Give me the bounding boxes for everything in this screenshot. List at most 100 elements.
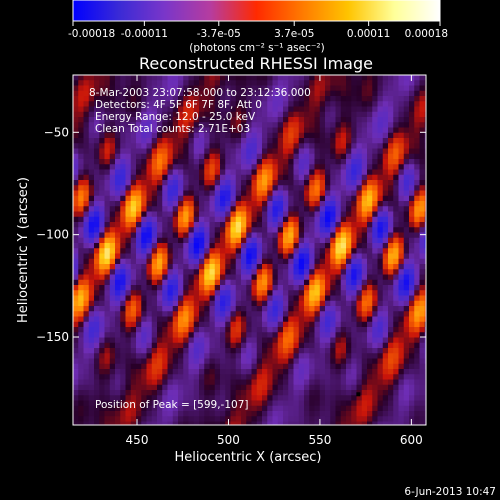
heatmap-cell [246,195,252,202]
heatmap-cell [120,337,126,344]
heatmap-cell [304,164,310,170]
heatmap-cell [130,411,137,417]
heatmap-cell [83,132,90,139]
heatmap-cell [125,342,132,349]
heatmap-cell [388,138,394,144]
heatmap-cell [225,148,231,155]
heatmap-cell [83,222,90,228]
heatmap-cell [424,363,426,370]
heatmap-cell [346,101,352,107]
heatmap-cell [141,416,147,422]
heatmap-cell [298,75,305,81]
heatmap-cell [73,164,79,170]
heatmap-cell [214,274,221,281]
heatmap-cell [346,222,352,228]
heatmap-cell [130,159,137,165]
heatmap-cell [146,384,153,391]
heatmap-cell [356,395,363,401]
heatmap-cell [330,369,336,375]
heatmap-cell [346,111,352,118]
heatmap-cell [115,138,121,144]
heatmap-cell [115,411,121,417]
heatmap-cell [115,321,121,328]
heatmap-cell [104,369,111,375]
heatmap-cell [251,306,258,312]
heatmap-cell [167,285,174,291]
heatmap-cell [382,132,389,139]
colorbar-unit-label: (photons cm⁻² s⁻¹ asec⁻²) [189,42,324,54]
heatmap-cell [246,295,252,302]
heatmap-cell [115,164,121,170]
heatmap-cell [73,111,79,118]
heatmap-cell [388,75,394,81]
heatmap-cell [78,148,84,155]
heatmap-cell [130,243,137,249]
heatmap-cell [256,379,263,386]
heatmap-cell [193,222,200,228]
heatmap-cell [409,85,415,92]
heatmap-cell [356,75,363,81]
heatmap-cell [314,75,321,81]
heatmap-cell [172,279,179,286]
heatmap-cell [319,190,326,197]
heatmap-cell [293,122,300,128]
heatmap-cell [340,269,347,275]
heatmap-cell [361,379,368,386]
heatmap-cell [167,101,174,107]
heatmap-cell [167,106,174,113]
heatmap-cell [361,390,368,396]
heatmap-cell [183,274,189,281]
heatmap-cell [183,311,189,317]
heatmap-cell [209,180,216,186]
heatmap-cell [94,227,100,233]
heatmap-cell [262,148,268,155]
heatmap-cell [157,148,163,155]
heatmap-cell [372,279,378,286]
heatmap-cell [199,264,205,270]
heatmap-cell [157,379,163,386]
heatmap-cell [178,132,184,139]
heatmap-cell [199,237,205,244]
heatmap-cell [157,211,163,218]
heatmap-cell [319,127,326,134]
heatmap-cell [130,143,137,149]
heatmap-cell [146,185,153,191]
heatmap-cell [267,195,273,202]
heatmap-cell [183,101,189,107]
heatmap-cell [183,164,189,170]
heatmap-cell [167,311,174,317]
heatmap-cell [115,337,121,344]
heatmap-cell [424,106,426,113]
heatmap-cell [120,311,126,317]
heatmap-cell [388,159,394,165]
heatmap-cell [272,300,279,307]
heatmap-cell [388,237,394,244]
heatmap-cell [167,269,174,275]
heatmap-cell [388,327,394,333]
heatmap-cell [109,122,116,128]
heatmap-cell [130,185,137,191]
heatmap-cell [115,185,121,191]
heatmap-cell [199,101,205,107]
heatmap-cell [241,222,247,228]
heatmap-cell [272,248,279,254]
heatmap-cell [298,353,305,359]
heatmap-cell [377,216,384,223]
heatmap-cell [351,316,357,323]
heatmap-cell [178,122,184,128]
heatmap-cell [272,332,279,338]
heatmap-cell [104,358,111,365]
heatmap-cell [73,101,79,107]
heatmap-cell [94,248,100,254]
heatmap-cell [241,190,247,197]
heatmap-cell [115,206,121,212]
heatmap-cell [78,369,84,375]
heatmap-cell [377,295,384,302]
heatmap-cell [424,216,426,223]
heatmap-cell [88,106,95,113]
heatmap-cell [151,405,158,412]
heatmap-cell [235,316,242,323]
heatmap-cell [414,384,420,391]
heatmap-cell [178,232,184,239]
heatmap-cell [356,411,363,417]
